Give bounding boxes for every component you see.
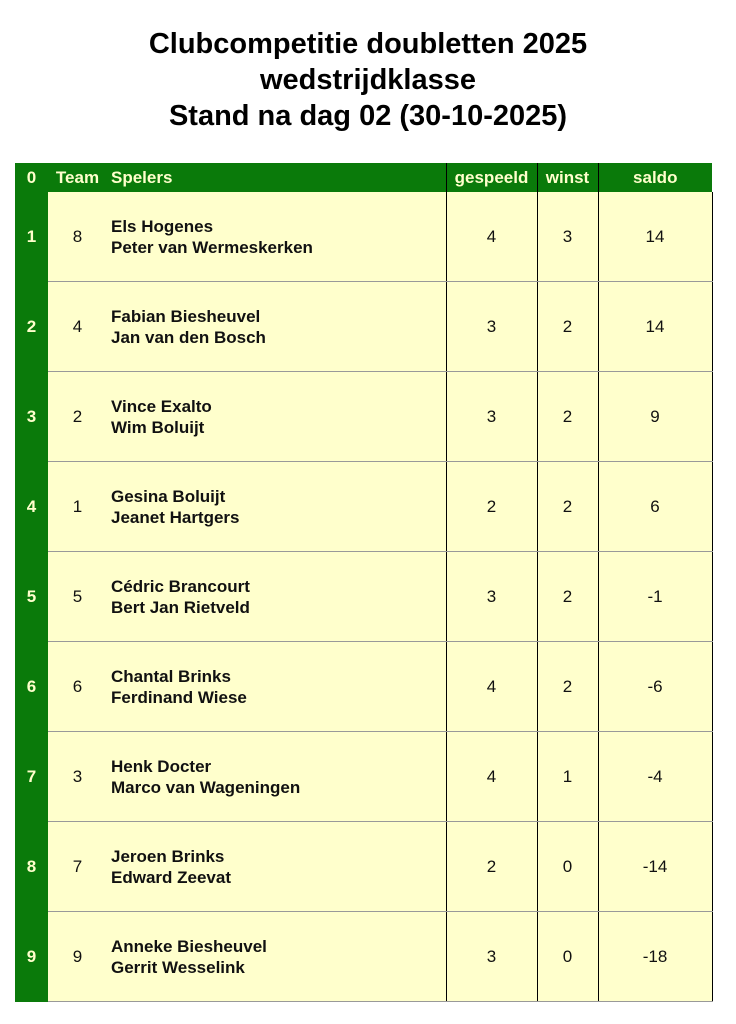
table-row: 7 3 Henk Docter Marco van Wageningen 4 1 … <box>15 731 713 822</box>
team-cell: 6 <box>48 641 107 732</box>
gespeeld-cell: 3 <box>445 281 537 372</box>
spelers-cell: Cédric Brancourt Bert Jan Rietveld <box>107 551 446 642</box>
player-2: Wim Boluijt <box>111 417 205 437</box>
player-2: Gerrit Wesselink <box>111 957 245 977</box>
team-cell: 4 <box>48 281 107 372</box>
team-cell: 5 <box>48 551 107 642</box>
team-cell: 3 <box>48 731 107 822</box>
title-line-2: wedstrijdklasse <box>260 64 476 96</box>
gespeeld-cell: 4 <box>445 641 537 732</box>
player-2: Peter van Wermeskerken <box>111 237 313 257</box>
page-title: Clubcompetitie doubletten 2025 wedstrijd… <box>0 26 736 134</box>
player-1: Fabian Biesheuvel <box>111 306 261 326</box>
team-cell: 2 <box>48 371 107 462</box>
saldo-cell: -1 <box>597 551 713 642</box>
header-spelers: Spelers <box>107 163 446 192</box>
spelers-cell: Jeroen Brinks Edward Zeevat <box>107 821 446 912</box>
player-2: Jan van den Bosch <box>111 327 266 347</box>
header-row: 0 Team Spelers gespeeld winst saldo <box>15 163 712 192</box>
player-1: Anneke Biesheuvel <box>111 936 267 956</box>
saldo-cell: -4 <box>597 731 713 822</box>
winst-cell: 0 <box>536 911 598 1002</box>
gespeeld-cell: 3 <box>445 911 537 1002</box>
rank-cell: 5 <box>15 551 48 642</box>
table-row: 3 2 Vince Exalto Wim Boluijt 3 2 9 <box>15 371 713 462</box>
header-rank: 0 <box>15 163 48 192</box>
table-row: 5 5 Cédric Brancourt Bert Jan Rietveld 3 … <box>15 551 713 642</box>
rank-cell: 2 <box>15 281 48 372</box>
rank-cell: 9 <box>15 911 48 1002</box>
winst-cell: 1 <box>536 731 598 822</box>
rank-cell: 8 <box>15 821 48 912</box>
table-row: 8 7 Jeroen Brinks Edward Zeevat 2 0 -14 <box>15 821 713 912</box>
saldo-cell: -6 <box>597 641 713 732</box>
rank-cell: 6 <box>15 641 48 732</box>
player-1: Henk Docter <box>111 756 212 776</box>
table-row: 4 1 Gesina Boluijt Jeanet Hartgers 2 2 6 <box>15 461 713 552</box>
gespeeld-cell: 3 <box>445 551 537 642</box>
player-1: Els Hogenes <box>111 216 214 236</box>
gespeeld-cell: 4 <box>445 731 537 822</box>
player-2: Bert Jan Rietveld <box>111 597 250 617</box>
rank-cell: 1 <box>15 192 48 282</box>
gespeeld-cell: 2 <box>445 821 537 912</box>
winst-cell: 2 <box>536 281 598 372</box>
team-cell: 7 <box>48 821 107 912</box>
winst-cell: 2 <box>536 371 598 462</box>
title-line-1: Clubcompetitie doubletten 2025 <box>148 28 588 60</box>
rank-cell: 7 <box>15 731 48 822</box>
player-1: Vince Exalto <box>111 396 212 416</box>
spelers-cell: Henk Docter Marco van Wageningen <box>107 731 446 822</box>
header-winst: winst <box>536 163 598 192</box>
team-cell: 9 <box>48 911 107 1002</box>
winst-cell: 2 <box>536 551 598 642</box>
saldo-cell: 6 <box>597 461 713 552</box>
player-2: Edward Zeevat <box>111 867 231 887</box>
gespeeld-cell: 2 <box>445 461 537 552</box>
title-line-3: Stand na dag 02 (30-10-2025) <box>168 100 568 132</box>
spelers-cell: Fabian Biesheuvel Jan van den Bosch <box>107 281 446 372</box>
header-gespeeld: gespeeld <box>445 163 537 192</box>
table-row: 2 4 Fabian Biesheuvel Jan van den Bosch 3… <box>15 281 713 372</box>
table-row: 9 9 Anneke Biesheuvel Gerrit Wesselink 3 … <box>15 911 713 1002</box>
spelers-cell: Els Hogenes Peter van Wermeskerken <box>107 192 446 282</box>
team-cell: 8 <box>48 192 107 282</box>
player-1: Cédric Brancourt <box>111 576 250 596</box>
saldo-cell: -14 <box>597 821 713 912</box>
player-2: Jeanet Hartgers <box>111 507 240 527</box>
winst-cell: 3 <box>536 192 598 282</box>
player-1: Jeroen Brinks <box>111 846 225 866</box>
player-2: Marco van Wageningen <box>111 777 301 797</box>
gespeeld-cell: 3 <box>445 371 537 462</box>
spelers-cell: Chantal Brinks Ferdinand Wiese <box>107 641 446 732</box>
spelers-cell: Anneke Biesheuvel Gerrit Wesselink <box>107 911 446 1002</box>
winst-cell: 2 <box>536 461 598 552</box>
table-row: 1 8 Els Hogenes Peter van Wermeskerken 4 … <box>15 192 713 282</box>
saldo-cell: 14 <box>597 192 713 282</box>
rank-cell: 4 <box>15 461 48 552</box>
header-saldo: saldo <box>597 163 712 192</box>
header-team: Team <box>48 163 107 192</box>
spelers-cell: Vince Exalto Wim Boluijt <box>107 371 446 462</box>
gespeeld-cell: 4 <box>445 192 537 282</box>
rank-cell: 3 <box>15 371 48 462</box>
table-row: 6 6 Chantal Brinks Ferdinand Wiese 4 2 -6 <box>15 641 713 732</box>
spelers-cell: Gesina Boluijt Jeanet Hartgers <box>107 461 446 552</box>
team-cell: 1 <box>48 461 107 552</box>
saldo-cell: 14 <box>597 281 713 372</box>
saldo-cell: 9 <box>597 371 713 462</box>
winst-cell: 0 <box>536 821 598 912</box>
standings-table: 0 Team Spelers gespeeld winst saldo 1 8 … <box>15 163 713 1002</box>
winst-cell: 2 <box>536 641 598 732</box>
saldo-cell: -18 <box>597 911 713 1002</box>
player-2: Ferdinand Wiese <box>111 687 247 707</box>
player-1: Gesina Boluijt <box>111 486 226 506</box>
player-1: Chantal Brinks <box>111 666 231 686</box>
